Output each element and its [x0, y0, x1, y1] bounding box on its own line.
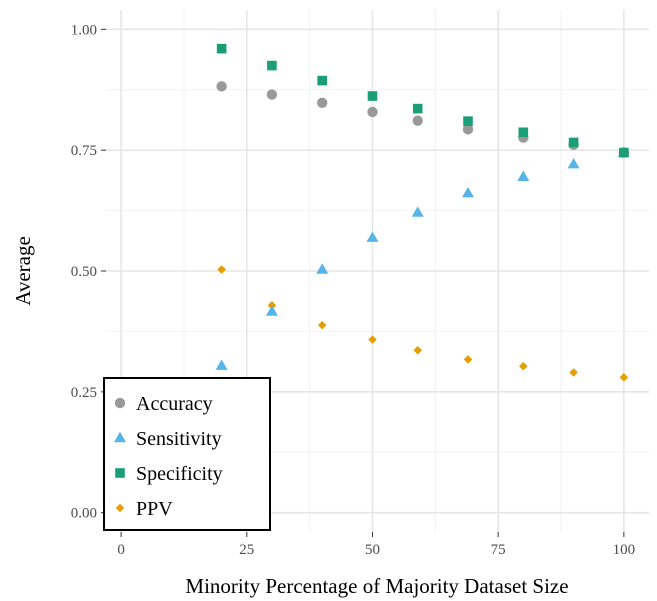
x-tick-label: 50	[365, 542, 380, 558]
specificity-point	[518, 127, 529, 138]
x-tick-label: 0	[117, 542, 125, 558]
specificity-point	[619, 147, 629, 158]
accuracy-point	[216, 81, 227, 92]
sensitivity-point	[215, 359, 228, 370]
specificity-legend-key	[115, 468, 125, 478]
legend-box	[103, 377, 271, 531]
y-tick-label: 1.00	[71, 22, 97, 38]
ppv-point	[217, 265, 226, 274]
specificity-point	[412, 103, 423, 114]
ppv-point	[619, 373, 629, 382]
sensitivity-point	[411, 206, 424, 217]
specificity-point	[317, 75, 327, 86]
y-tick-label: 0.50	[71, 264, 97, 280]
x-axis-title: Minority Percentage of Majority Dataset …	[185, 574, 568, 598]
legend-label-accuracy: Accuracy	[136, 393, 213, 415]
specificity-point	[568, 137, 579, 148]
ppv-point	[519, 361, 528, 371]
sensitivity-point	[366, 231, 379, 242]
sensitivity-legend-key	[114, 431, 126, 443]
sensitivity-point	[462, 186, 474, 198]
specificity-point	[463, 116, 473, 126]
sensitivity-point	[265, 305, 278, 316]
y-axis-ticks: 0.00 0.25 0.50 0.75 1.00	[71, 22, 106, 522]
sensitivity-point	[517, 170, 530, 181]
accuracy-point	[367, 106, 378, 118]
specificity-point	[367, 91, 378, 101]
ppv-legend-key	[115, 503, 125, 513]
x-tick-label: 75	[491, 542, 506, 558]
data-points	[215, 43, 630, 382]
specificity-point	[267, 60, 277, 71]
legend-label-sensitivity: Sensitivity	[136, 428, 222, 450]
ppv-point	[317, 320, 327, 330]
ppv-point	[368, 335, 377, 344]
y-tick-label: 0.75	[71, 143, 97, 159]
legend: Accuracy Sensitivity Specificity PPV	[103, 377, 271, 531]
accuracy-legend-key	[114, 397, 126, 409]
ppv-point	[267, 301, 277, 310]
legend-label-ppv: PPV	[136, 498, 173, 520]
accuracy-point	[266, 89, 278, 100]
sensitivity-point	[316, 263, 329, 274]
legend-label-specificity: Specificity	[136, 463, 223, 485]
accuracy-point	[412, 115, 423, 126]
specificity-point	[216, 43, 227, 54]
x-tick-label: 25	[239, 542, 254, 558]
accuracy-point	[316, 97, 328, 109]
sensitivity-point	[567, 157, 580, 169]
ppv-point	[413, 345, 423, 355]
ppv-point	[463, 355, 473, 364]
y-tick-label: 0.00	[71, 506, 97, 522]
x-axis-ticks: 0 25 50 75 100	[117, 532, 635, 558]
accuracy-point	[462, 124, 474, 135]
x-tick-label: 100	[613, 542, 636, 558]
ppv-point	[569, 368, 578, 377]
y-tick-label: 0.25	[71, 385, 97, 401]
y-axis-title: Average	[11, 236, 35, 306]
